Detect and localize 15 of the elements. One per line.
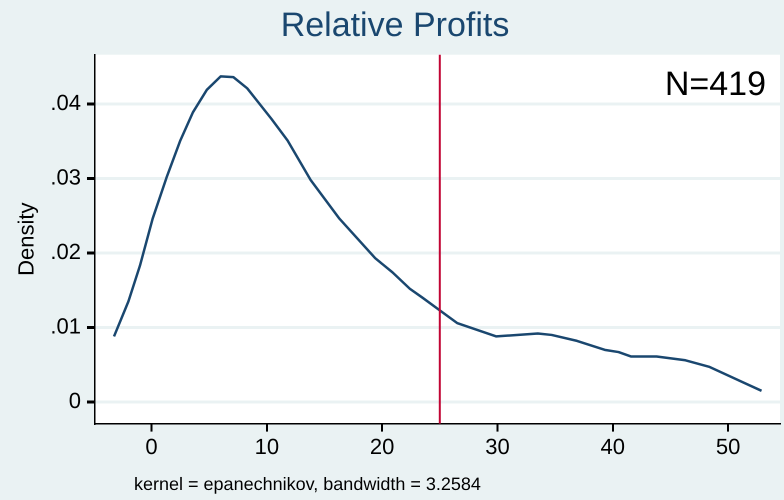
annotation: N=419 [664,65,766,104]
y-tick-label: .04 [50,90,81,116]
x-tick-label: 30 [485,434,510,459]
x-tick-label: 20 [370,434,394,459]
y-axis-title: Density [13,202,38,276]
text: kernel = epanechnikov, bandwidth = 3.2584 [134,474,481,494]
y-tick-label: 0 [68,388,81,414]
chart-title: Relative Profits [280,6,510,44]
y-tick-label: .01 [50,314,81,339]
y-tick-label: .03 [50,164,81,190]
x-tick-label: 50 [716,434,740,459]
y-tick-label: .02 [50,239,81,264]
x-tick-label: 10 [254,434,280,459]
x-tick-label: 0 [145,434,158,459]
x-tick-label: 40 [600,434,626,459]
